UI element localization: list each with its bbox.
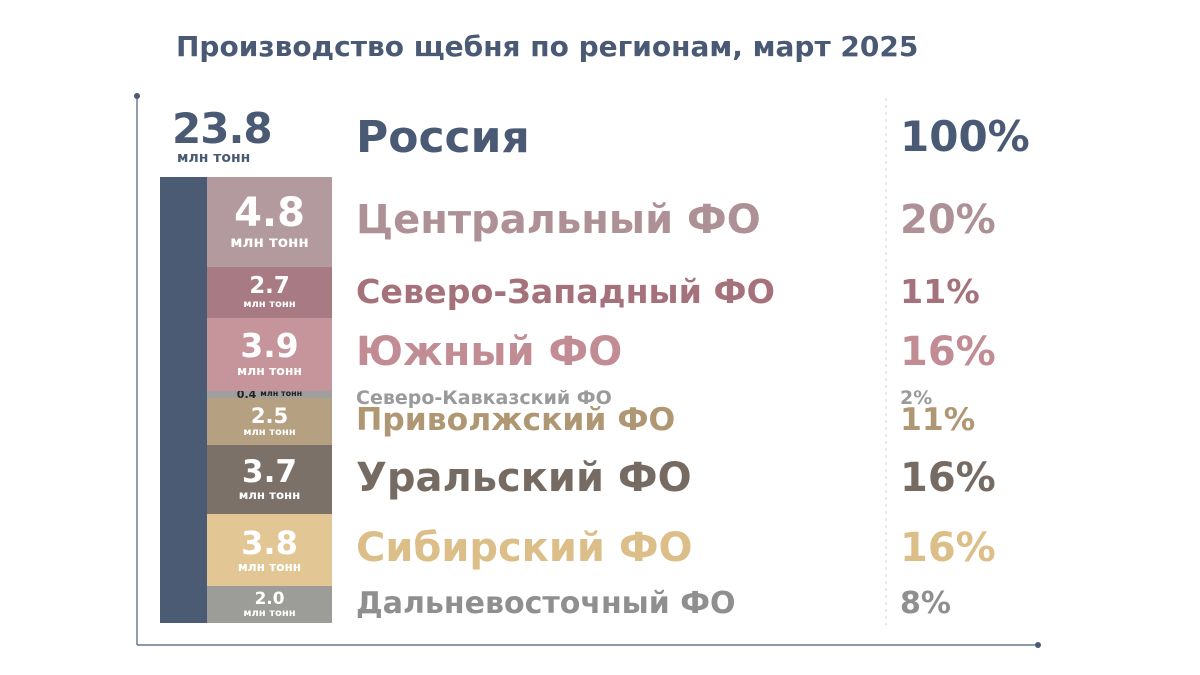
total-unit: млн тонн	[177, 150, 251, 166]
bar-value-label: 3.7	[241, 454, 298, 491]
bar-unit-label: млн тонн	[237, 363, 302, 379]
region-name-5: Приволжский ФО	[356, 402, 676, 439]
total-share: 100%	[900, 112, 1030, 161]
bar-unit-label: млн тонн	[243, 298, 296, 310]
total-region-name: Россия	[356, 112, 530, 163]
bar-unit-label: млн тонн	[230, 233, 309, 252]
region-name-3: Южный ФО	[356, 329, 623, 376]
bar-value-label: 2.0	[254, 587, 285, 608]
region-bar-stack: 4.8 млн тонн 2.7 млн тонн 3.9 млн тонн 0.4 млн …	[207, 177, 332, 623]
bar-value-label: 3.8	[241, 523, 298, 562]
bar-segment-5: 2.5 млн тонн	[207, 398, 332, 445]
region-name-1: Центральный ФО	[356, 197, 761, 244]
region-share-1: 20%	[900, 197, 996, 244]
region-share-4: 2%	[900, 386, 933, 409]
total-value: 23.8	[172, 104, 273, 153]
bar-segment-2: 2.7 млн тонн	[207, 266, 332, 318]
region-share-6: 16%	[900, 454, 996, 501]
region-share-7: 16%	[900, 525, 996, 572]
region-name-4: Северо-Кавказский ФО	[356, 386, 612, 409]
bar-segment-3: 3.9 млн тонн	[207, 317, 332, 391]
bar-value-label: 2.7	[249, 272, 290, 299]
bar-value-label: 3.9	[240, 326, 299, 366]
bar-unit-label: млн тонн	[243, 607, 296, 619]
region-name-8: Дальневосточный ФО	[356, 585, 736, 621]
bar-segment-7: 3.8 млн тонн	[207, 514, 332, 586]
region-share-8: 8%	[900, 585, 951, 621]
region-name-2: Северо-Западный ФО	[356, 271, 775, 311]
bar-segment-6: 3.7 млн тонн	[207, 444, 332, 515]
bar-segment-4: 0.4 млн тонн	[207, 390, 332, 399]
bar-unit-label: млн тонн	[238, 488, 301, 503]
chart-title: Производство щебня по регионам, март 202…	[176, 30, 919, 63]
frame-right-dot	[1035, 642, 1041, 648]
region-name-7: Сибирский ФО	[356, 525, 693, 572]
bar-unit-label: млн тонн	[260, 390, 303, 399]
frame-top-dot	[134, 93, 140, 99]
total-bar	[160, 177, 207, 623]
bar-value-label: 4.8	[234, 190, 305, 237]
bar-segment-8: 2.0 млн тонн	[207, 585, 332, 623]
region-name-6: Уральский ФО	[356, 454, 692, 501]
region-share-3: 16%	[900, 329, 996, 376]
bar-unit-label: млн тонн	[237, 559, 302, 574]
bar-segment-1: 4.8 млн тонн	[207, 177, 332, 267]
region-share-5: 11%	[900, 402, 976, 439]
bar-value-label: 0.4	[236, 390, 257, 399]
region-share-2: 11%	[900, 271, 980, 311]
bar-value-label: 2.5	[250, 403, 289, 428]
bar-unit-label: млн тонн	[243, 427, 296, 439]
